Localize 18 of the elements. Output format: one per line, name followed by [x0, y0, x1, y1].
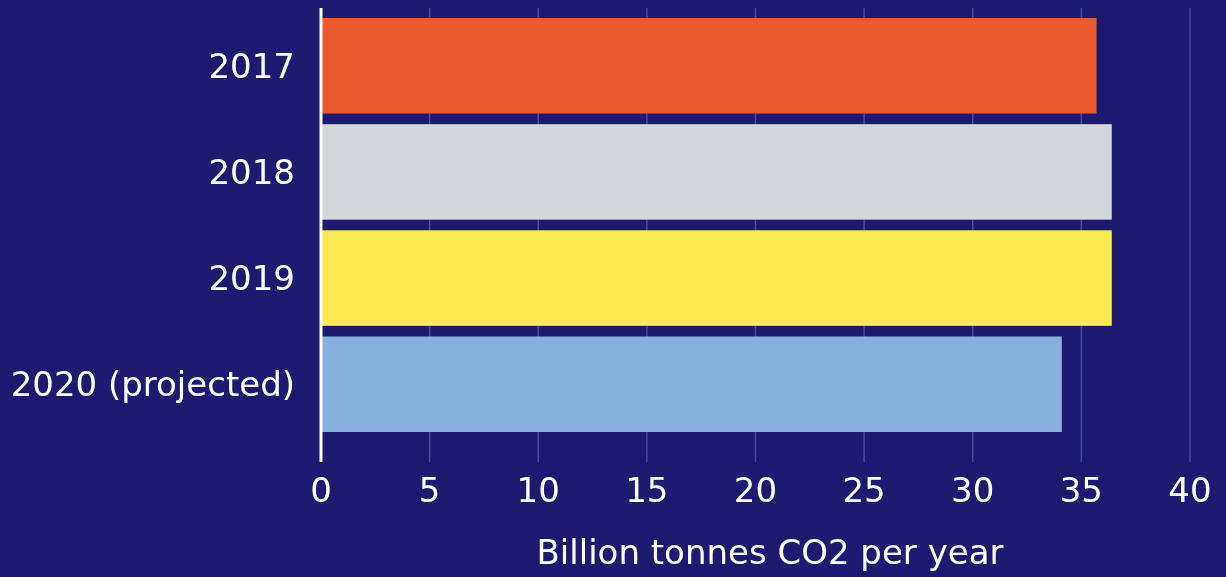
y-tick-label: 2019 — [208, 257, 295, 298]
y-tick-label: 2017 — [208, 45, 295, 86]
bar — [321, 336, 1062, 432]
y-tick-label: 2018 — [208, 151, 295, 192]
x-tick-label: 0 — [310, 469, 332, 510]
x-tick-label: 5 — [418, 469, 441, 510]
bar — [321, 230, 1112, 326]
x-tick-label: 35 — [1059, 469, 1104, 510]
x-tick-label: 10 — [516, 469, 560, 510]
x-tick-label: 30 — [951, 469, 995, 510]
bar — [321, 124, 1112, 220]
y-tick-label: 2020 (projected) — [10, 364, 295, 405]
x-tick-label: 20 — [733, 469, 778, 510]
x-axis-title: Billion tonnes CO2 per year — [536, 531, 1004, 572]
x-tick-label: 15 — [625, 469, 669, 510]
x-tick-label: 25 — [842, 469, 886, 510]
bar — [321, 18, 1097, 114]
x-tick-label: 40 — [1168, 469, 1212, 510]
